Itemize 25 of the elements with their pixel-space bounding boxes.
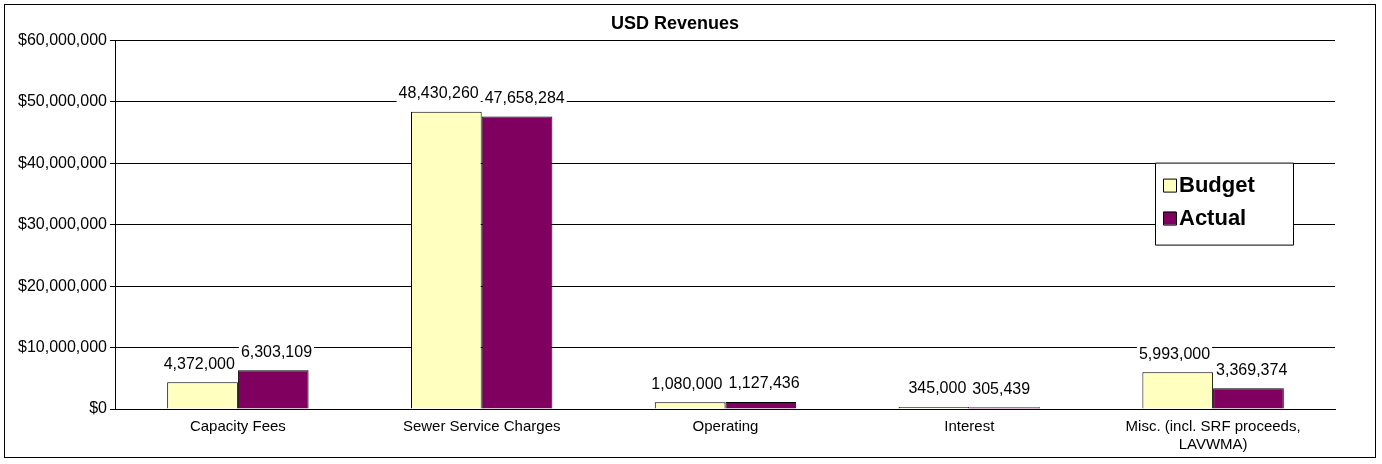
legend-label: Actual	[1179, 204, 1247, 230]
y-tick-label: $50,000,000	[17, 92, 108, 110]
data-label: 1,080,000	[651, 374, 723, 392]
y-tick-label: $40,000,000	[17, 153, 108, 171]
data-label: 305,439	[972, 379, 1031, 397]
y-tick-label: $60,000,000	[17, 31, 108, 49]
data-label: 6,303,109	[240, 342, 313, 360]
legend-label: Budget	[1179, 171, 1256, 197]
data-label: 1,127,436	[728, 374, 800, 392]
data-label: 47,658,284	[484, 88, 565, 106]
x-tick-label: Operating	[692, 417, 759, 435]
data-label: 3,369,374	[1216, 360, 1288, 378]
x-tick-label: Sewer Service Charges	[402, 417, 561, 435]
y-tick-label: $10,000,000	[17, 338, 108, 356]
data-label: 4,372,000	[163, 354, 235, 372]
x-tick-label: Misc. (incl. SRF proceeds, LAVWMA)	[1125, 417, 1301, 453]
y-tick-label: $0	[89, 399, 108, 417]
chart-title: USD Revenues	[610, 12, 740, 33]
data-label: 48,430,260	[398, 84, 479, 102]
x-tick-label: Interest	[944, 417, 996, 435]
y-tick-label: $20,000,000	[17, 276, 108, 294]
y-tick-label: $30,000,000	[17, 215, 108, 233]
data-label: 5,993,000	[1138, 344, 1211, 362]
data-label: 345,000	[908, 379, 967, 397]
x-tick-label: Capacity Fees	[189, 417, 286, 435]
